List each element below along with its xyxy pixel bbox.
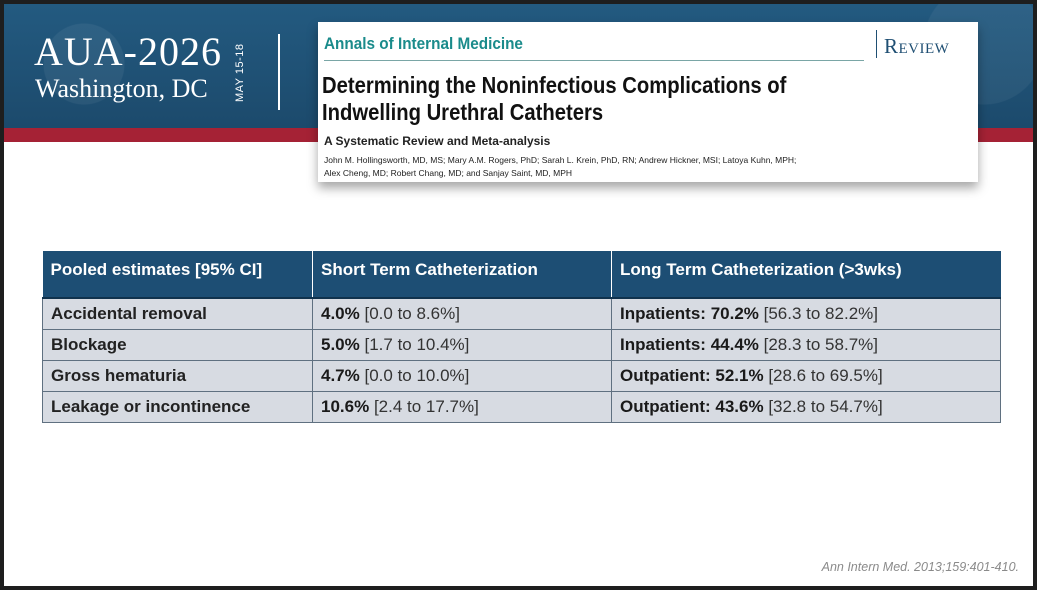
confidence-interval: [0.0 to 10.0%] (364, 365, 470, 385)
long-term-cell: Inpatients: 44.4% [28.3 to 58.7%] (611, 328, 1001, 361)
long-term-cell: Outpatient: 52.1% [28.6 to 69.5%] (611, 359, 1001, 392)
estimate-value: 4.0% (321, 303, 360, 323)
journal-article-header: Annals of Internal Medicine Review Deter… (318, 22, 978, 182)
conference-city: Washington, DC (35, 74, 208, 103)
estimate-value: 44.4% (710, 334, 759, 354)
article-title: Determining the Noninfectious Complicati… (322, 72, 787, 125)
confidence-interval: [28.6 to 69.5%] (768, 365, 883, 385)
article-authors: John M. Hollingsworth, MD, MS; Mary A.M.… (324, 154, 974, 180)
column-header: Pooled estimates [95% CI] (42, 251, 313, 299)
setting-label: Inpatients: (620, 334, 706, 354)
setting-label: Outpatient: (620, 396, 711, 416)
table-row: Accidental removal 4.0% [0.0 to 8.6%] In… (42, 297, 1001, 330)
complication-label: Leakage or incontinence (42, 390, 313, 423)
complication-label: Accidental removal (42, 297, 313, 330)
journal-name: Annals of Internal Medicine (324, 34, 523, 53)
article-subtitle: A Systematic Review and Meta-analysis (324, 134, 551, 148)
estimate-value: 4.7% (321, 365, 360, 385)
confidence-interval: [32.8 to 54.7%] (768, 396, 883, 416)
authors-line: Alex Cheng, MD; Robert Chang, MD; and Sa… (324, 168, 573, 178)
table-row: Blockage 5.0% [1.7 to 10.4%] Inpatients:… (42, 328, 1001, 361)
setting-label: Inpatients: (620, 303, 706, 323)
confidence-interval: [56.3 to 82.2%] (763, 303, 878, 323)
confidence-interval: [1.7 to 10.4%] (364, 334, 470, 354)
estimate-value: 5.0% (321, 334, 360, 354)
authors-line: John M. Hollingsworth, MD, MS; Mary A.M.… (324, 155, 797, 165)
conference-dates: MAY 15-18 (234, 43, 246, 103)
table-row: Leakage or incontinence 10.6% [2.4 to 17… (42, 390, 1001, 423)
conference-title: AUA-2026 (34, 29, 222, 74)
short-term-cell: 10.6% [2.4 to 17.7%] (312, 390, 612, 423)
review-tag: Review (884, 34, 950, 58)
confidence-interval: [0.0 to 8.6%] (364, 303, 460, 323)
citation: Ann Intern Med. 2013;159:401-410. (821, 560, 1019, 574)
column-header: Long Term Catheterization (>3wks) (611, 251, 1001, 299)
estimate-value: 43.6% (715, 396, 764, 416)
estimate-value: 10.6% (321, 396, 370, 416)
table-header-row: Pooled estimates [95% CI] Short Term Cat… (42, 251, 1001, 299)
review-divider (876, 30, 877, 58)
short-term-cell: 4.7% [0.0 to 10.0%] (312, 359, 612, 392)
slide: AUA-2026 Washington, DC MAY 15-18 Annals… (4, 4, 1033, 586)
banner-divider (278, 34, 280, 110)
long-term-cell: Outpatient: 43.6% [32.8 to 54.7%] (611, 390, 1001, 423)
estimate-value: 70.2% (710, 303, 759, 323)
table-row: Gross hematuria 4.7% [0.0 to 10.0%] Outp… (42, 359, 1001, 392)
setting-label: Outpatient: (620, 365, 711, 385)
journal-rule (324, 60, 864, 61)
complication-label: Gross hematuria (42, 359, 313, 392)
confidence-interval: [28.3 to 58.7%] (763, 334, 878, 354)
pooled-estimates-table: Pooled estimates [95% CI] Short Term Cat… (42, 251, 1001, 423)
column-header: Short Term Catheterization (312, 251, 612, 299)
short-term-cell: 4.0% [0.0 to 8.6%] (312, 297, 612, 330)
confidence-interval: [2.4 to 17.7%] (373, 396, 479, 416)
complication-label: Blockage (42, 328, 313, 361)
estimate-value: 52.1% (715, 365, 764, 385)
long-term-cell: Inpatients: 70.2% [56.3 to 82.2%] (611, 297, 1001, 330)
short-term-cell: 5.0% [1.7 to 10.4%] (312, 328, 612, 361)
